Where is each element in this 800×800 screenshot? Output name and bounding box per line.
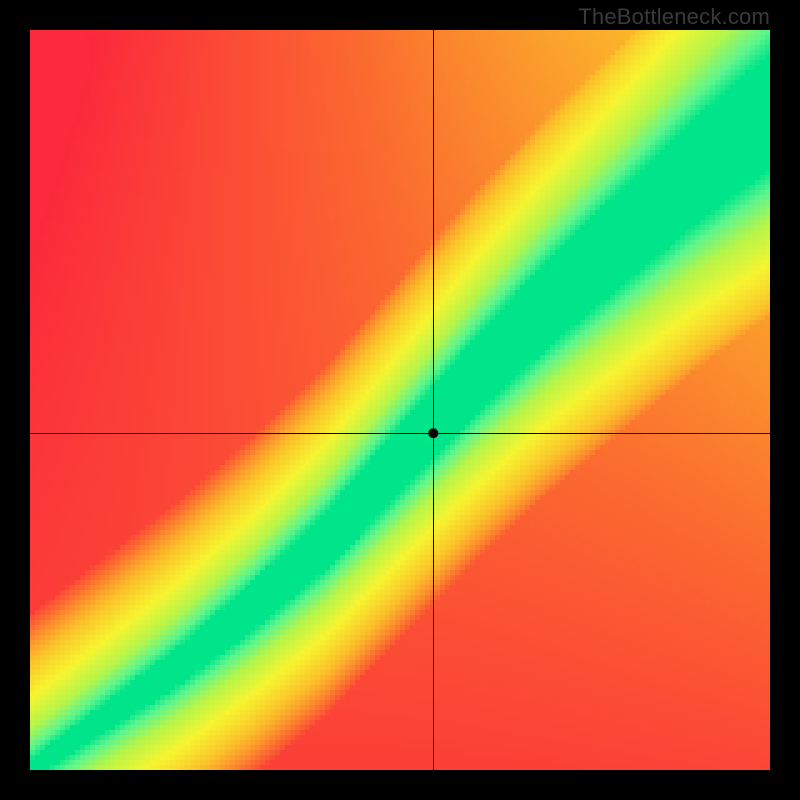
bottleneck-heatmap [30,30,770,770]
plot-frame [30,30,770,770]
watermark-text: TheBottleneck.com [578,4,770,30]
